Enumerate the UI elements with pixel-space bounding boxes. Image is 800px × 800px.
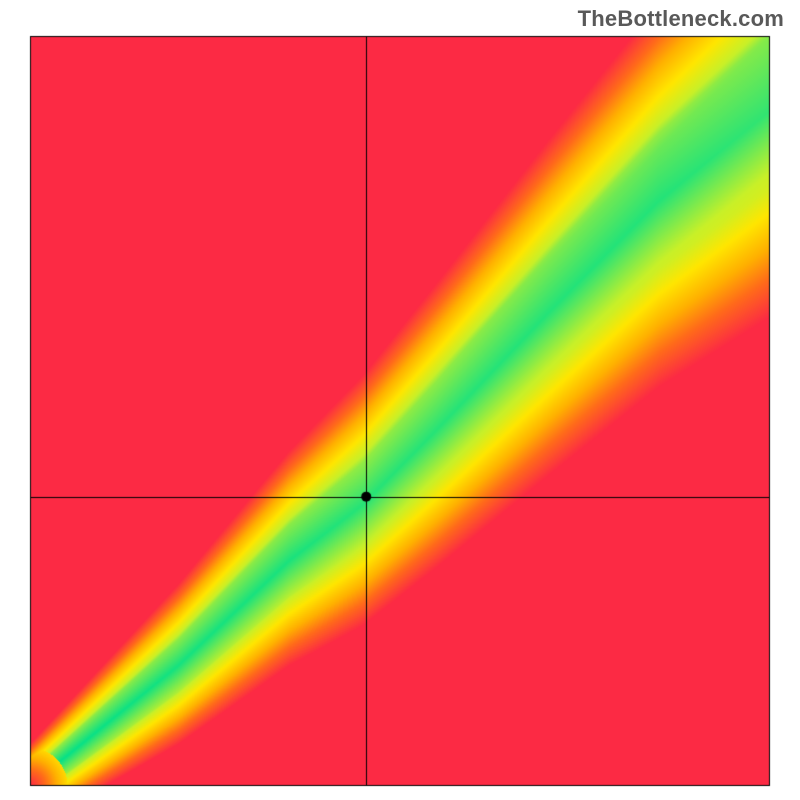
- watermark-text: TheBottleneck.com: [578, 6, 784, 32]
- bottleneck-heatmap-canvas: [0, 0, 800, 800]
- chart-container: TheBottleneck.com: [0, 0, 800, 800]
